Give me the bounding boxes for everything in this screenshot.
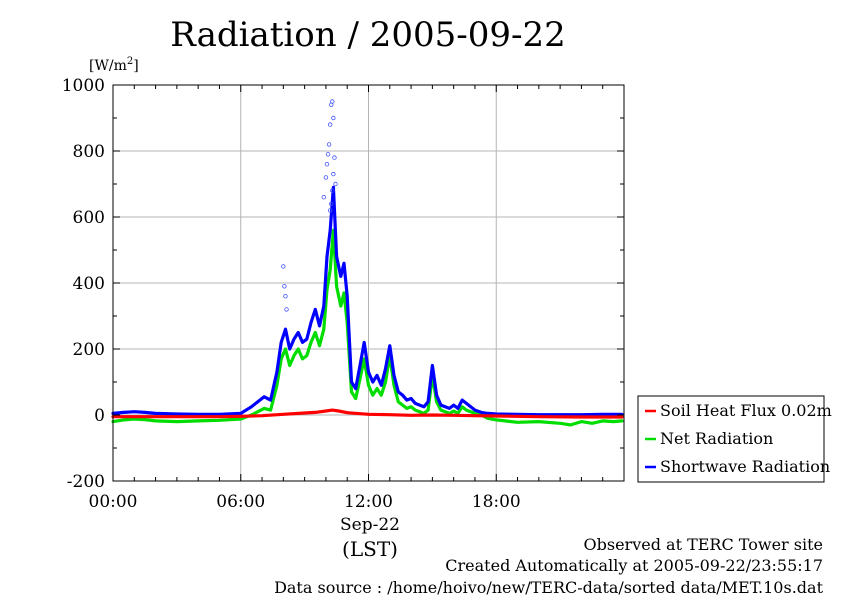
y-tick-label-4: 600 xyxy=(73,208,105,228)
legend-label-0: Soil Heat Flux 0.02m xyxy=(660,401,832,420)
x-tick-label-0: 00:00 xyxy=(89,492,138,512)
x-tick-label-2: 12:00 xyxy=(344,492,393,512)
y-tick-label-6: 1000 xyxy=(62,76,105,96)
scatter-point-2 xyxy=(283,294,288,299)
scatter-point-16 xyxy=(329,201,334,206)
y-axis-label: [W/m2] xyxy=(89,56,139,74)
scatter-point-9 xyxy=(327,122,333,127)
scatter-point-15 xyxy=(327,208,333,213)
series-line-1 xyxy=(111,228,624,427)
scatter-point-4 xyxy=(321,194,326,200)
y-tick-label-5: 800 xyxy=(73,142,105,162)
footer-created: Created Automatically at 2005-09-22/23:5… xyxy=(445,556,823,575)
scatter-point-7 xyxy=(325,152,331,157)
scatter-point-13 xyxy=(332,155,337,160)
scatter-point-17 xyxy=(330,188,335,193)
legend-label-1: Net Radiation xyxy=(660,429,773,448)
y-tick-label-0: -200 xyxy=(67,472,105,492)
chart-title: Radiation / 2005-09-22 xyxy=(170,15,566,55)
y-tick-labels: -200 0 200 400 600 800 1000 xyxy=(62,76,105,492)
legend: Soil Heat Flux 0.02m Net Radiation Shortwa… xyxy=(637,395,832,483)
scatter-point-12 xyxy=(331,115,336,121)
y-tick-label-3: 400 xyxy=(73,274,105,294)
scatter-point-11 xyxy=(330,99,335,104)
x-tick-label-3: 18:00 xyxy=(472,492,521,512)
x-tick-labels: 00:00 06:00 12:00 18:00 xyxy=(89,492,521,512)
scatter-point-14 xyxy=(333,181,338,187)
scatter-point-1 xyxy=(282,284,287,289)
date-label: Sep-22 xyxy=(340,515,400,535)
footer-source: Data source : /home/hoivo/new/TERC-data/… xyxy=(274,578,824,595)
scatter-point-0 xyxy=(281,264,286,269)
scatter-point-18 xyxy=(331,171,336,177)
x-tick-label-1: 06:00 xyxy=(216,492,265,512)
grid xyxy=(113,85,624,481)
axis-ticks xyxy=(112,84,625,482)
y-tick-label-2: 200 xyxy=(73,340,105,360)
series-line-0 xyxy=(111,408,624,419)
scatter-point-5 xyxy=(323,175,329,180)
legend-label-2: Shortwave Radiation xyxy=(660,457,830,476)
y-tick-label-1: 0 xyxy=(94,406,105,426)
scatter-point-6 xyxy=(324,161,330,167)
scatter-point-3 xyxy=(284,307,289,312)
scatter-layer xyxy=(281,99,338,312)
series-line-2 xyxy=(111,185,624,417)
series-layer xyxy=(111,185,624,427)
timezone-label: (LST) xyxy=(342,537,398,561)
scatter-point-8 xyxy=(326,142,332,147)
legend-box xyxy=(637,395,825,483)
footer-site: Observed at TERC Tower site xyxy=(584,535,824,554)
